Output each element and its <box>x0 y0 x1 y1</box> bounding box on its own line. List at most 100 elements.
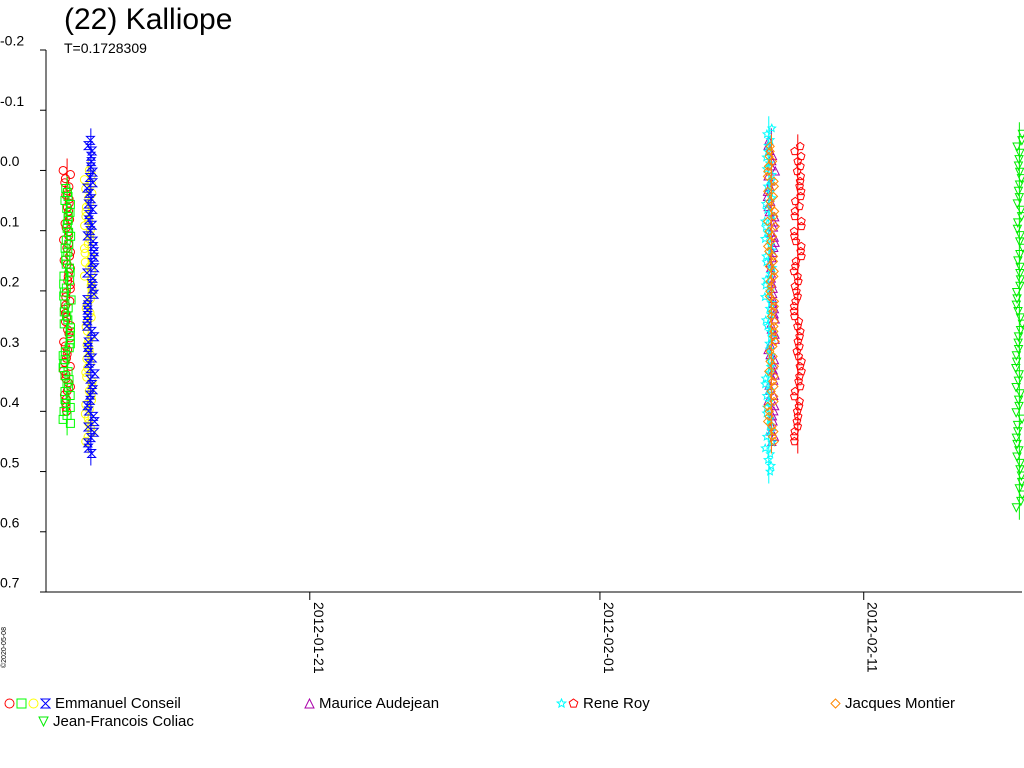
data-point <box>1017 490 1024 501</box>
data-point <box>769 436 779 447</box>
data-point <box>765 276 775 287</box>
data-point <box>765 196 775 207</box>
data-point <box>1013 307 1023 317</box>
data-point <box>769 301 780 312</box>
series-8 <box>1010 122 1024 520</box>
data-point <box>760 379 771 389</box>
data-point <box>769 316 780 327</box>
legend-label: Rene Roy <box>583 695 650 712</box>
data-point <box>790 146 799 156</box>
data-point <box>769 391 779 402</box>
data-point <box>765 356 775 367</box>
data-point <box>790 436 799 446</box>
data-point <box>1014 237 1024 248</box>
legend-marker-icon <box>38 716 49 727</box>
data-point <box>1016 496 1024 507</box>
data-point <box>1015 458 1024 469</box>
data-point <box>1012 420 1023 431</box>
data-point <box>795 141 805 151</box>
data-point <box>795 181 804 191</box>
data-point <box>1014 370 1024 380</box>
data-point <box>1014 180 1024 191</box>
data-point <box>79 244 89 254</box>
data-point <box>65 418 75 428</box>
data-point <box>793 271 802 281</box>
data-point <box>1011 288 1022 298</box>
data-point <box>1012 427 1023 437</box>
data-point <box>61 288 71 298</box>
data-point <box>762 204 773 215</box>
data-point <box>796 151 806 161</box>
data-point <box>765 361 776 372</box>
data-point <box>1011 357 1022 368</box>
data-point <box>769 321 779 332</box>
data-point <box>1016 205 1024 216</box>
series-1 <box>58 176 76 436</box>
data-point <box>86 448 97 458</box>
data-point <box>760 315 771 325</box>
data-point <box>1015 325 1024 336</box>
legend-label: Maurice Audejean <box>319 695 440 712</box>
data-point <box>1013 344 1024 355</box>
chart-title: (22) Kalliope <box>64 3 233 36</box>
data-point <box>795 176 805 186</box>
data-point <box>795 341 804 351</box>
data-point <box>795 396 804 406</box>
data-point <box>791 256 801 266</box>
data-point <box>764 411 774 422</box>
data-point <box>65 361 75 371</box>
data-point <box>1012 142 1022 153</box>
data-point <box>790 386 800 396</box>
data-point <box>1013 376 1024 387</box>
legend-entry: Emmanuel Conseil <box>4 695 181 712</box>
data-point <box>790 211 800 221</box>
y-tick-label: 0.3 <box>0 334 20 350</box>
y-tick-label: 0.2 <box>0 274 20 290</box>
data-point <box>1015 148 1024 159</box>
legend-markers <box>556 698 579 709</box>
data-point <box>763 161 774 172</box>
data-point <box>792 346 802 356</box>
data-point <box>794 316 804 326</box>
data-point <box>1011 300 1022 311</box>
data-point <box>793 291 802 301</box>
data-point <box>761 163 772 174</box>
data-point <box>760 221 771 232</box>
y-tick-label: -0.2 <box>0 33 24 49</box>
data-point <box>1012 452 1022 463</box>
data-point <box>88 289 100 299</box>
x-tick-label: 2012-02-11 <box>865 602 881 673</box>
legend-entry: Jacques Montier <box>830 695 955 712</box>
data-point <box>58 165 68 175</box>
data-point <box>766 123 777 133</box>
data-point <box>65 170 75 180</box>
data-point <box>82 422 94 432</box>
data-point <box>87 353 98 363</box>
data-point <box>764 261 775 272</box>
data-point <box>1015 281 1024 292</box>
data-point <box>1011 382 1021 393</box>
data-point <box>1014 484 1024 494</box>
data-point <box>795 381 805 391</box>
data-point <box>762 171 773 182</box>
x-tick-label: 2012-01-21 <box>311 602 327 674</box>
data-point <box>64 329 74 339</box>
data-point <box>789 226 799 236</box>
data-point <box>762 416 773 427</box>
data-point <box>764 406 774 417</box>
data-point <box>791 296 800 306</box>
data-point <box>792 406 802 416</box>
data-point <box>767 376 778 387</box>
data-point <box>790 231 799 241</box>
data-point <box>769 211 779 222</box>
series-6 <box>789 134 806 454</box>
chart-subtitle: T=0.1728309 <box>64 40 147 56</box>
x-tick-label: 2012-02-01 <box>601 602 617 674</box>
data-point <box>87 204 98 214</box>
data-point <box>769 361 780 372</box>
data-point <box>769 371 779 382</box>
data-point <box>791 236 801 246</box>
data-point <box>768 331 779 342</box>
data-point <box>1015 313 1024 323</box>
